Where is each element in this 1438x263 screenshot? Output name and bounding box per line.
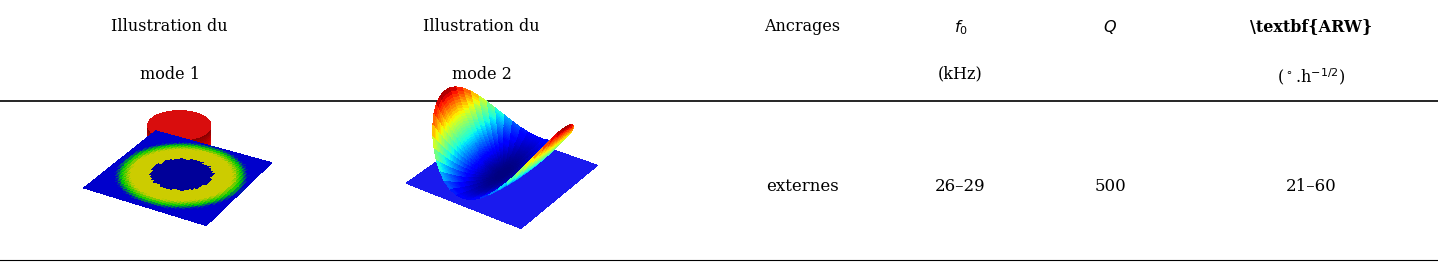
Text: 21–60: 21–60: [1286, 178, 1337, 195]
Text: Ancrages: Ancrages: [765, 18, 840, 36]
Text: ($^\circ$.h$^{-1/2}$): ($^\circ$.h$^{-1/2}$): [1277, 66, 1346, 87]
Text: $Q$: $Q$: [1103, 18, 1117, 36]
Text: \textbf{ARW}: \textbf{ARW}: [1250, 18, 1373, 36]
Text: $f_0$: $f_0$: [953, 18, 968, 37]
Text: mode 2: mode 2: [452, 66, 512, 83]
Text: Illustration du: Illustration du: [111, 18, 229, 36]
Text: mode 1: mode 1: [139, 66, 200, 83]
Text: Illustration du: Illustration du: [423, 18, 541, 36]
Text: 26–29: 26–29: [935, 178, 986, 195]
Text: 500: 500: [1094, 178, 1126, 195]
Text: (kHz): (kHz): [938, 66, 984, 83]
Text: externes: externes: [766, 178, 838, 195]
